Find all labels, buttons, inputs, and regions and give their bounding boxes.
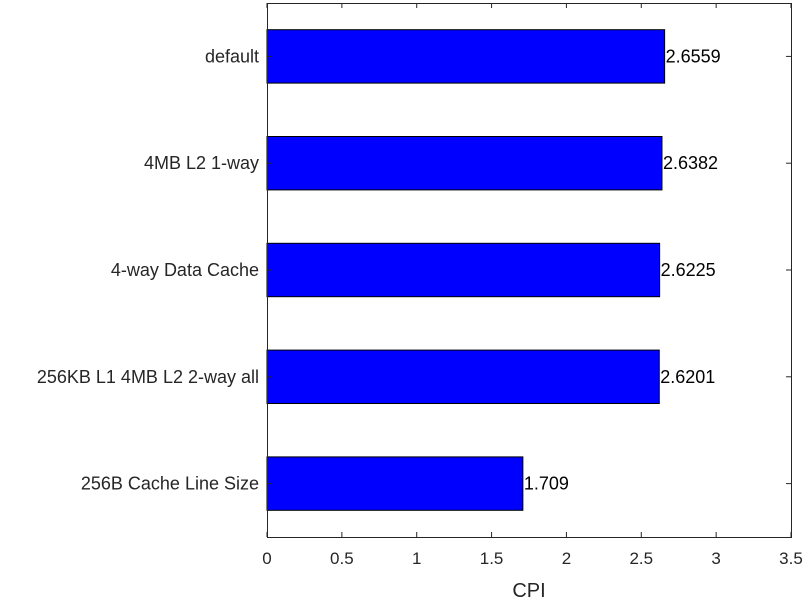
category-label: default	[205, 46, 259, 66]
category-label: 256KB L1 4MB L2 2-way all	[37, 367, 259, 387]
x-tick-label: 2.5	[629, 549, 653, 568]
data-labels-group: 1.709 2.6201 2.6225 2.6382 2.6559	[524, 46, 721, 493]
data-label: 1.709	[524, 474, 569, 494]
y-ticks-group: 256B Cache Line Size 256KB L1 4MB L2 2-wa…	[37, 46, 791, 494]
x-tick-label: 3	[711, 549, 720, 568]
x-tick-label: 1.5	[480, 549, 504, 568]
bars-group	[266, 29, 666, 511]
bar	[266, 242, 661, 298]
category-label: 256B Cache Line Size	[81, 474, 259, 494]
bar	[266, 136, 663, 191]
category-label: 4-way Data Cache	[111, 260, 259, 280]
x-tick-label: 2	[562, 549, 571, 568]
x-tick-label: 0.5	[330, 549, 354, 568]
bar	[266, 29, 666, 84]
data-label: 2.6225	[661, 260, 716, 280]
data-label: 2.6382	[663, 153, 718, 173]
x-axis-label: CPI	[512, 580, 545, 600]
category-label: 4MB L2 1-way	[144, 153, 259, 173]
x-tick-label: 3.5	[779, 549, 803, 568]
bar	[266, 456, 524, 511]
data-label: 2.6201	[660, 367, 715, 387]
x-ticks-group: 0 0.5 1 1.5 2 2.5 3 3.5	[262, 3, 803, 568]
x-tick-label: 1	[412, 549, 421, 568]
bar	[266, 349, 660, 405]
x-tick-label: 0	[262, 549, 271, 568]
data-label: 2.6559	[666, 46, 721, 66]
